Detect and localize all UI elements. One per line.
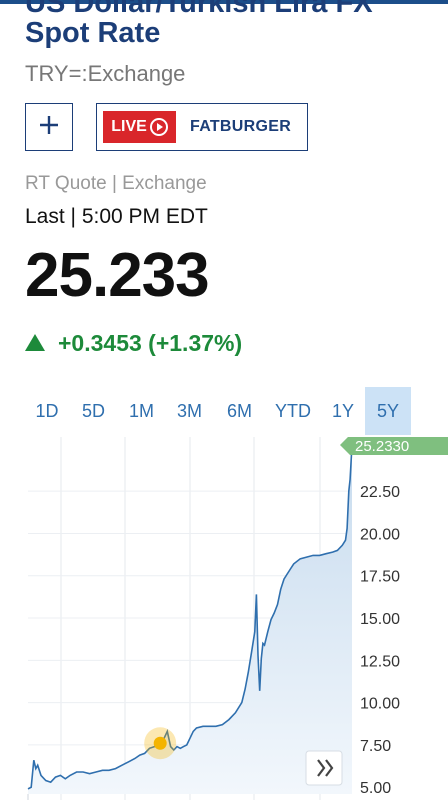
current-value-label: 25.2330	[355, 438, 409, 455]
y-axis-tick-label: 5.00	[360, 780, 391, 797]
price-line	[27, 444, 353, 790]
y-axis-tick-label: 7.50	[360, 738, 391, 755]
page-title: US Dollar/Turkish Lira FX Spot Rate	[25, 0, 373, 49]
play-icon	[149, 118, 168, 136]
y-axis-tick-label: 22.50	[360, 484, 400, 501]
y-axis-tick-label: 12.50	[360, 653, 400, 670]
range-tab-1y[interactable]: 1Y	[331, 400, 355, 421]
highlight-point[interactable]	[153, 736, 167, 750]
plus-icon	[38, 114, 60, 141]
range-tab-1m[interactable]: 1M	[128, 400, 154, 421]
add-to-watchlist-button[interactable]	[25, 103, 73, 151]
live-show-label: FATBURGER	[190, 118, 292, 135]
range-tab-3m[interactable]: 3M	[176, 400, 202, 421]
price-chart[interactable]: 5.00 7.50 10.00 12.50 15.00 17.50 20.00 22.50 25…	[0, 437, 448, 800]
price-area-fill	[28, 445, 352, 794]
y-axis-tick-label: 17.50	[360, 569, 400, 586]
live-tv-button[interactable]: LIVE FATBURGER	[96, 103, 308, 151]
last-price: 25.233	[25, 241, 210, 310]
range-tab-1d[interactable]: 1D	[35, 400, 59, 421]
double-chevron-right-icon	[317, 759, 334, 777]
y-axis-tick-label: 10.00	[360, 696, 400, 713]
y-axis-tick-label: 15.00	[360, 611, 400, 628]
symbol-label: TRY=:Exchange	[25, 61, 186, 86]
quote-type: RT Quote | Exchange	[25, 173, 207, 194]
top-accent-bar	[0, 0, 448, 4]
range-tab-5y[interactable]: 5Y	[365, 387, 411, 435]
range-tab-5d[interactable]: 5D	[81, 400, 105, 421]
y-axis-tick-label: 20.00	[360, 526, 400, 543]
range-tab-ytd[interactable]: YTD	[275, 400, 311, 421]
range-tab-6m[interactable]: 6M	[226, 400, 252, 421]
expand-chart-button[interactable]	[305, 750, 343, 786]
current-value-tag	[340, 437, 448, 455]
price-change: +0.3453 (+1.37%)	[25, 330, 242, 357]
time-range-tabs: 1D 5D 1M 3M 6M YTD 1Y 5Y	[25, 387, 411, 435]
up-arrow-icon	[25, 334, 45, 351]
live-badge-label: LIVE	[111, 118, 147, 135]
last-update-time: Last | 5:00 PM EDT	[25, 205, 208, 228]
live-badge: LIVE	[103, 111, 176, 143]
price-change-value: +0.3453 (+1.37%)	[58, 330, 243, 356]
